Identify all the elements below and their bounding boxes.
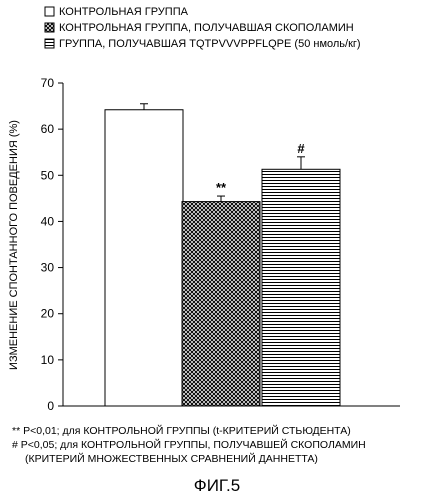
significance-label-2: ** (216, 180, 227, 195)
footnote-line-3: (КРИТЕРИЙ МНОЖЕСТВЕННЫХ СРАВНЕНИЙ ДАННЕТ… (25, 452, 318, 465)
y-tick-label: 40 (41, 214, 55, 228)
legend-label-control: КОНТРОЛЬНАЯ ГРУППА (59, 6, 189, 18)
y-axis: 0 10 20 30 40 50 60 70 (41, 76, 63, 413)
legend: КОНТРОЛЬНАЯ ГРУППА КОНТРОЛЬНАЯ ГРУППА, П… (45, 6, 361, 50)
significance-label-3: # (297, 141, 305, 156)
legend-label-scopolamine: КОНТРОЛЬНАЯ ГРУППА, ПОЛУЧАВШАЯ СКОПОЛАМИ… (59, 22, 354, 34)
y-tick-label: 0 (47, 399, 54, 413)
legend-swatch-peptide (45, 39, 54, 48)
footnotes: ** P<0,01; для КОНТРОЛЬНОЙ ГРУППЫ (t-КРИ… (12, 424, 366, 465)
legend-swatch-control (45, 7, 54, 16)
footnote-line-2: # P<0,05; для КОНТРОЛЬНОЙ ГРУППЫ, ПОЛУЧА… (12, 438, 366, 451)
legend-swatch-scopolamine (45, 23, 54, 32)
y-tick-label: 70 (41, 76, 55, 90)
legend-item-peptide: ГРУППА, ПОЛУЧАВШАЯ TQTPVVVPPFLQPE (50 нм… (45, 38, 361, 50)
y-tick-label: 50 (41, 168, 55, 182)
legend-item-control: КОНТРОЛЬНАЯ ГРУППА (45, 6, 189, 18)
y-tick-label: 30 (41, 261, 55, 275)
legend-item-scopolamine: КОНТРОЛЬНАЯ ГРУППА, ПОЛУЧАВШАЯ СКОПОЛАМИ… (45, 22, 354, 34)
y-axis-title: ИЗМЕНЕНИЕ СПОНТАННОГО ПОВЕДЕНИЯ (%) (8, 120, 20, 370)
bar-series: ** # (105, 104, 340, 406)
bar-1 (105, 110, 183, 406)
y-tick-label: 60 (41, 122, 55, 136)
y-tick-label: 20 (41, 307, 55, 321)
y-tick-label: 10 (41, 353, 55, 367)
bar-2 (182, 202, 260, 406)
bar-3 (262, 169, 340, 406)
footnote-line-1: ** P<0,01; для КОНТРОЛЬНОЙ ГРУППЫ (t-КРИ… (12, 424, 351, 437)
figure-caption: ФИГ.5 (194, 476, 240, 495)
legend-label-peptide: ГРУППА, ПОЛУЧАВШАЯ TQTPVVVPPFLQPE (50 нм… (59, 38, 361, 50)
